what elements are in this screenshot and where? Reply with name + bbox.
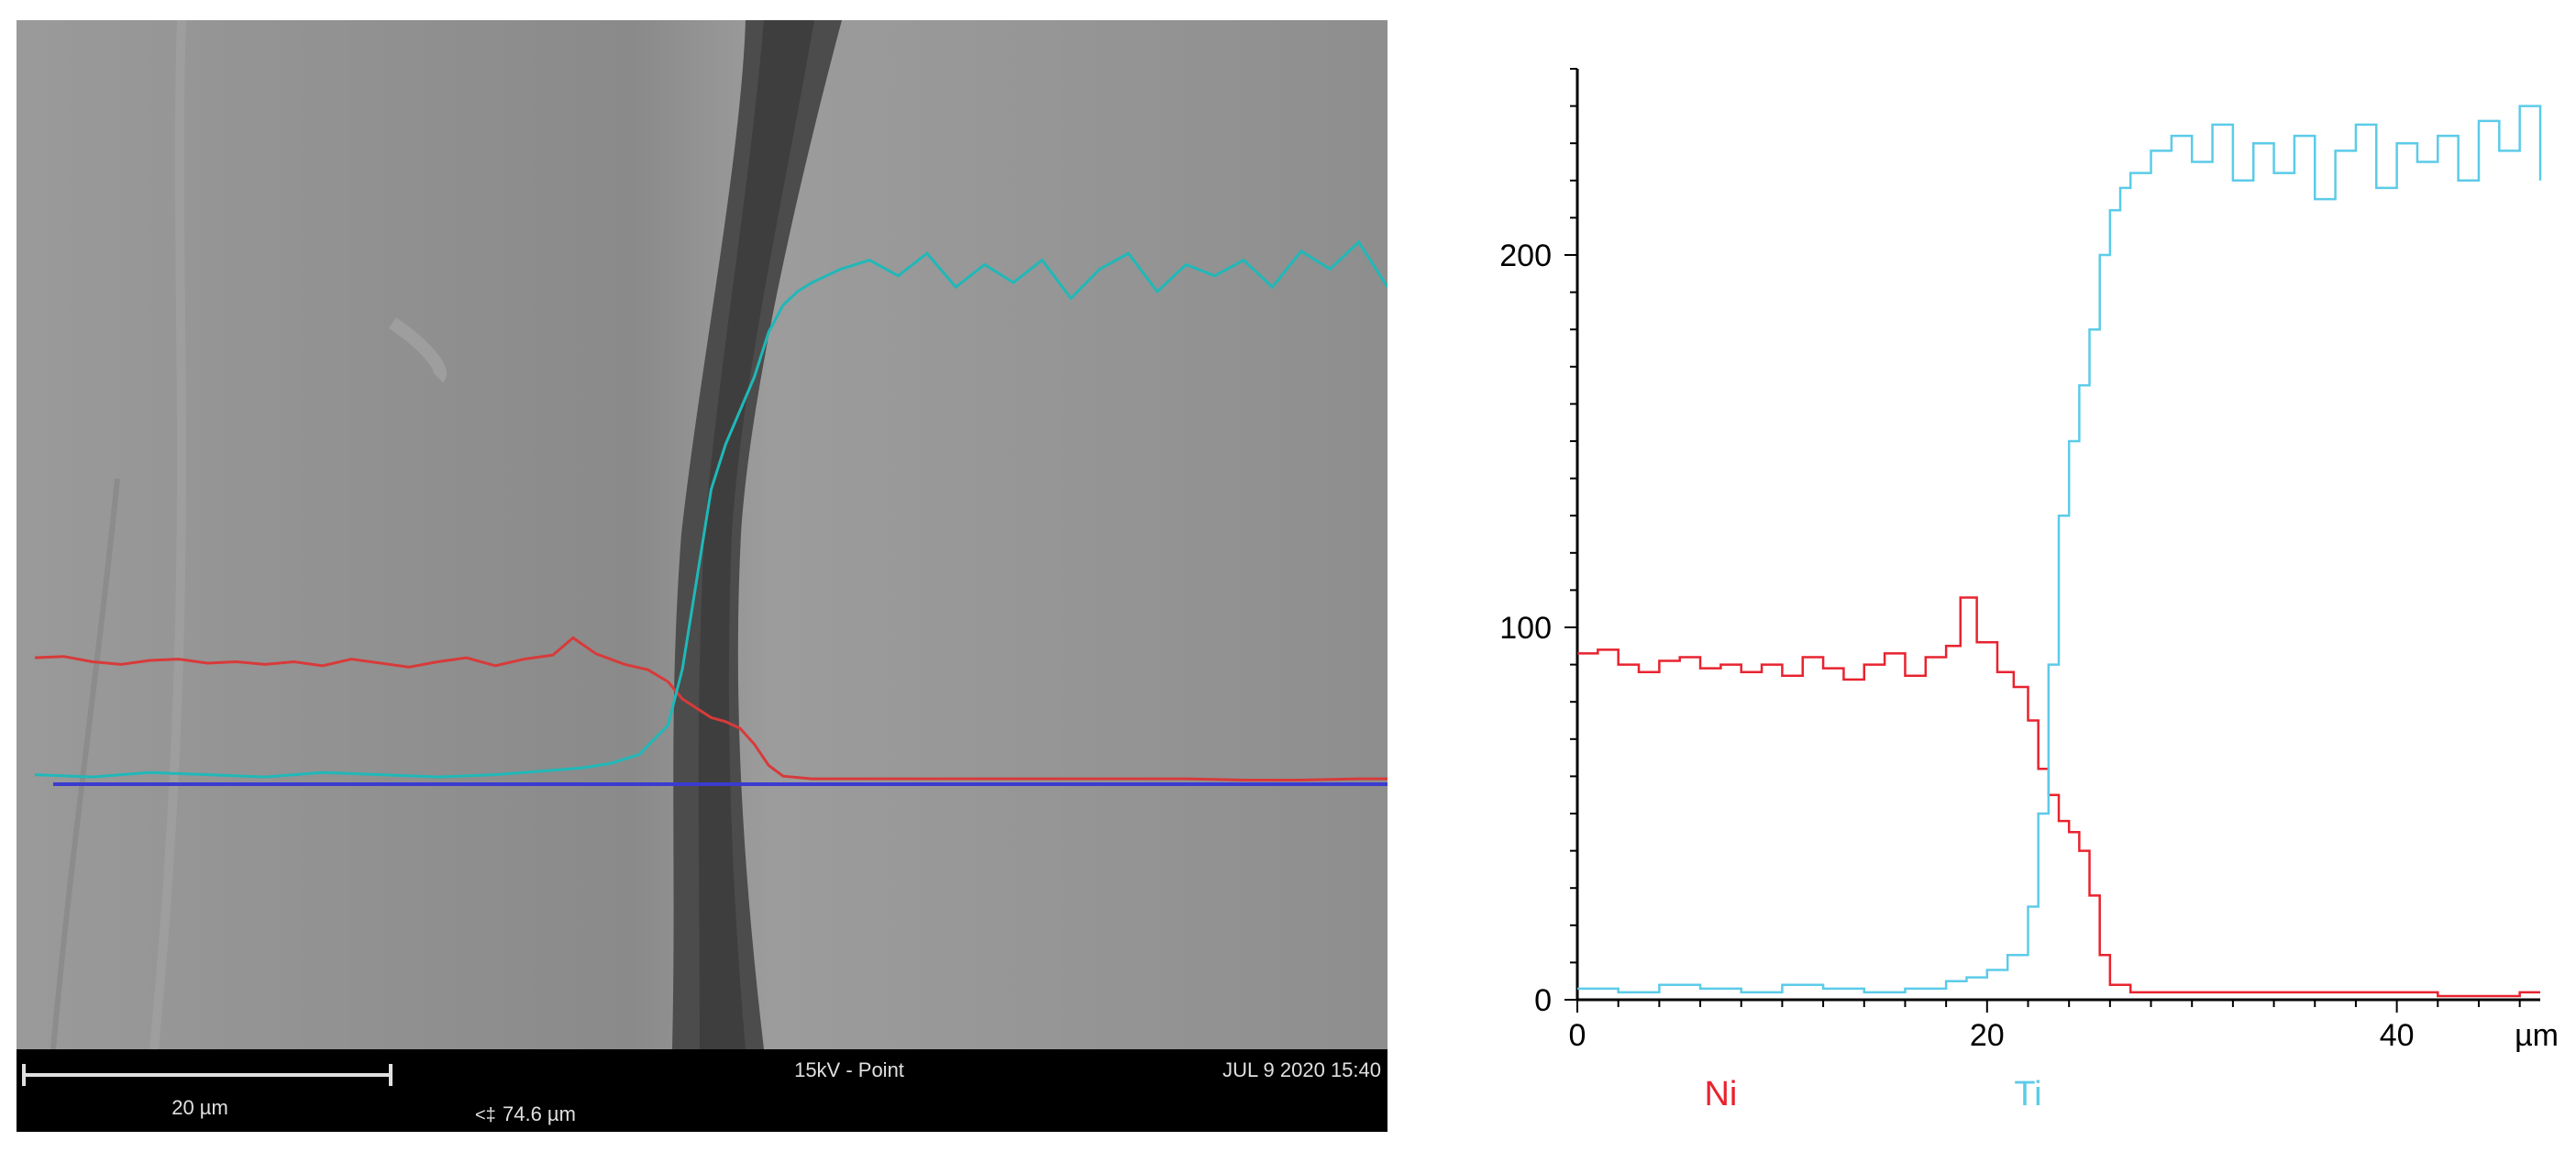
y-tick-label: 100	[1499, 611, 1552, 646]
x-unit-label: µm	[2515, 1018, 2559, 1053]
y-tick-label: 200	[1499, 238, 1552, 273]
legend-label-ni: Ni	[1704, 1075, 1737, 1113]
ti-trace-overlay	[34, 239, 1388, 779]
legend-label-ti: Ti	[2014, 1075, 2041, 1113]
info-bar	[17, 1049, 1388, 1132]
chart-ticks: 0 100 200 0 20 40 µm	[1499, 68, 2559, 1053]
ni-trace-overlay	[34, 636, 1388, 782]
x-tick-label: 40	[2380, 1018, 2415, 1053]
chart-axes	[1575, 69, 2540, 1002]
x-tick-label: 20	[1970, 1018, 2005, 1053]
surface-feature	[149, 20, 186, 1050]
series-line-ti	[1577, 105, 2542, 994]
scale-bar-label: 20 µm	[171, 1096, 228, 1119]
sem-micrograph: 20 µm <‡ 74.6 µm 15kV - Point JUL 9 2020…	[17, 20, 1388, 1132]
beam-info: 15kV - Point	[794, 1058, 904, 1081]
x-tick-label: 0	[1569, 1018, 1587, 1053]
chart-series	[1577, 105, 2542, 998]
surface-feature	[50, 478, 120, 1050]
y-tick-label: 0	[1534, 983, 1552, 1018]
timestamp: JUL 9 2020 15:40	[1222, 1058, 1381, 1081]
surface-feature	[389, 317, 447, 382]
interface-band-core	[698, 20, 814, 1049]
line-scan-chart: 0 100 200 0 20 40 µm Ni Ti	[1499, 68, 2559, 1113]
field-width-glyph: <‡	[475, 1105, 496, 1125]
chart-legend: Ni Ti	[1704, 1075, 2041, 1113]
field-width-label: 74.6 µm	[503, 1102, 576, 1125]
series-line-ni	[1577, 596, 2540, 998]
